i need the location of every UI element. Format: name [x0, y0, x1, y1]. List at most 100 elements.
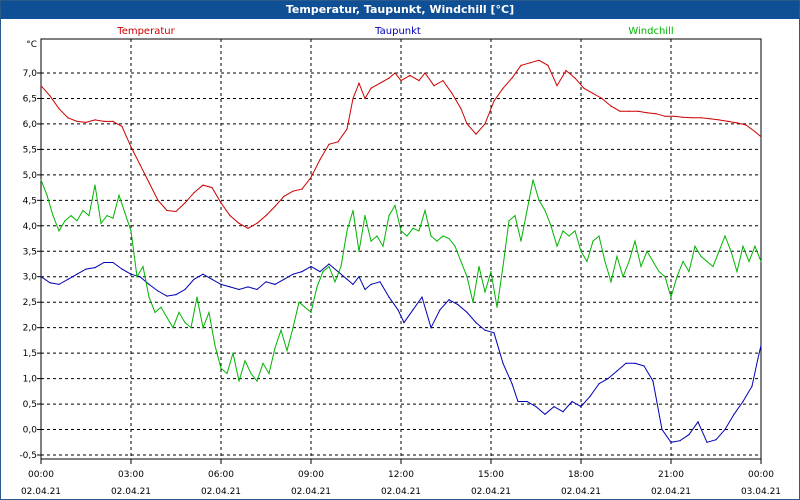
data-point-windchill: [184, 322, 186, 324]
data-point-temperatur: [121, 125, 123, 128]
y-tick-label: 0,5: [23, 400, 37, 410]
data-point-temperatur: [352, 97, 354, 100]
y-axis-unit: °C: [26, 40, 37, 50]
data-point-temperatur: [319, 159, 321, 161]
data-point-temperatur: [364, 97, 366, 100]
data-point-taupunkt: [85, 268, 87, 270]
data-point-windchill: [706, 260, 708, 263]
data-point-windchill: [190, 327, 192, 329]
data-point-windchill: [526, 209, 528, 212]
x-tick-time: 18:00: [568, 470, 594, 480]
data-point-temperatur: [556, 85, 558, 87]
x-tick-date: 02.04.21: [291, 487, 331, 497]
data-point-windchill: [640, 265, 642, 268]
data-point-temperatur: [646, 112, 648, 114]
data-point-windchill: [172, 327, 174, 329]
y-tick-label: 6,5: [23, 94, 37, 104]
data-point-taupunkt: [757, 357, 759, 359]
data-point-temperatur: [400, 80, 402, 82]
data-point-windchill: [298, 301, 300, 303]
data-point-windchill: [160, 306, 162, 308]
data-point-temperatur: [76, 120, 78, 122]
data-point-windchill: [220, 367, 222, 369]
x-tick-time: 09:00: [298, 470, 324, 480]
data-point-temperatur: [94, 119, 96, 121]
legend-temperatur: Temperatur: [116, 26, 175, 37]
data-point-windchill: [520, 240, 522, 242]
data-point-temperatur: [310, 176, 312, 178]
data-point-windchill: [292, 327, 294, 329]
x-tick-date: 02.04.21: [651, 487, 691, 497]
data-point-taupunkt: [310, 265, 312, 268]
data-point-taupunkt: [751, 385, 753, 387]
data-point-windchill: [76, 220, 78, 222]
data-point-temperatur: [238, 222, 240, 224]
data-point-windchill: [58, 230, 60, 232]
data-point-taupunkt: [715, 439, 717, 441]
data-point-taupunkt: [148, 283, 150, 285]
x-tick-date: 02.04.21: [111, 487, 151, 497]
data-point-taupunkt: [466, 311, 468, 313]
data-point-taupunkt: [634, 362, 636, 364]
data-point-taupunkt: [724, 428, 726, 431]
data-point-taupunkt: [670, 441, 672, 443]
data-point-windchill: [136, 276, 138, 278]
data-point-taupunkt: [121, 268, 123, 270]
data-point-windchill: [112, 217, 114, 219]
data-point-windchill: [532, 179, 534, 181]
data-point-windchill: [226, 372, 228, 375]
x-tick-date: 02.04.21: [561, 487, 601, 497]
data-point-temperatur: [148, 181, 150, 184]
x-tick-time: 12:00: [388, 470, 414, 480]
data-point-windchill: [304, 306, 306, 308]
data-point-windchill: [490, 271, 492, 273]
data-point-taupunkt: [421, 296, 423, 298]
data-point-temperatur: [538, 59, 540, 61]
data-point-taupunkt: [544, 413, 546, 415]
y-tick-label: 3,0: [23, 273, 38, 283]
data-point-taupunkt: [103, 261, 105, 264]
x-tick-time: 03:00: [118, 470, 144, 480]
data-point-temperatur: [484, 123, 486, 125]
data-point-taupunkt: [607, 378, 609, 380]
data-point-windchill: [742, 245, 744, 247]
data-point-taupunkt: [157, 290, 159, 292]
data-point-windchill: [688, 271, 690, 273]
data-point-windchill: [346, 230, 348, 232]
data-point-temperatur: [394, 72, 396, 74]
data-point-temperatur: [736, 122, 738, 124]
y-tick-label: 3,5: [23, 247, 37, 257]
data-point-temperatur: [358, 82, 360, 84]
data-point-windchill: [514, 215, 516, 217]
x-tick-date: 02.04.21: [21, 487, 61, 497]
data-point-taupunkt: [328, 263, 330, 265]
data-point-taupunkt: [265, 281, 267, 283]
data-point-windchill: [730, 250, 732, 252]
data-point-temperatur: [130, 146, 132, 148]
data-point-windchill: [586, 260, 588, 263]
data-point-temperatur: [247, 227, 249, 229]
data-point-temperatur: [346, 128, 348, 130]
x-tick-time: 00:00: [748, 470, 774, 480]
legend-windchill: Windchill: [628, 26, 673, 37]
data-point-taupunkt: [247, 286, 249, 288]
data-point-temperatur: [424, 72, 426, 74]
data-point-windchill: [496, 306, 498, 308]
data-point-temperatur: [619, 110, 621, 112]
data-point-temperatur: [418, 80, 420, 82]
chart-plot: 7,0 6,5 6,0 5,5 5,0 4,5 4,0 3,5 3,0 2,5 2,0 1,5 1,0 0…: [19, 26, 781, 497]
data-point-temperatur: [112, 120, 114, 122]
x-tick-time: 15:00: [478, 470, 504, 480]
data-point-windchill: [400, 230, 402, 232]
data-point-windchill: [262, 362, 264, 364]
data-point-windchill: [316, 286, 318, 288]
data-point-taupunkt: [403, 322, 405, 324]
legend-taupunkt: Taupunkt: [374, 26, 421, 37]
data-point-taupunkt: [301, 271, 303, 273]
data-point-temperatur: [493, 100, 495, 102]
data-point-windchill: [430, 235, 432, 237]
data-point-taupunkt: [40, 276, 42, 278]
data-point-temperatur: [655, 113, 657, 115]
y-tick-label: 1,0: [23, 375, 38, 385]
data-point-windchill: [364, 215, 366, 217]
